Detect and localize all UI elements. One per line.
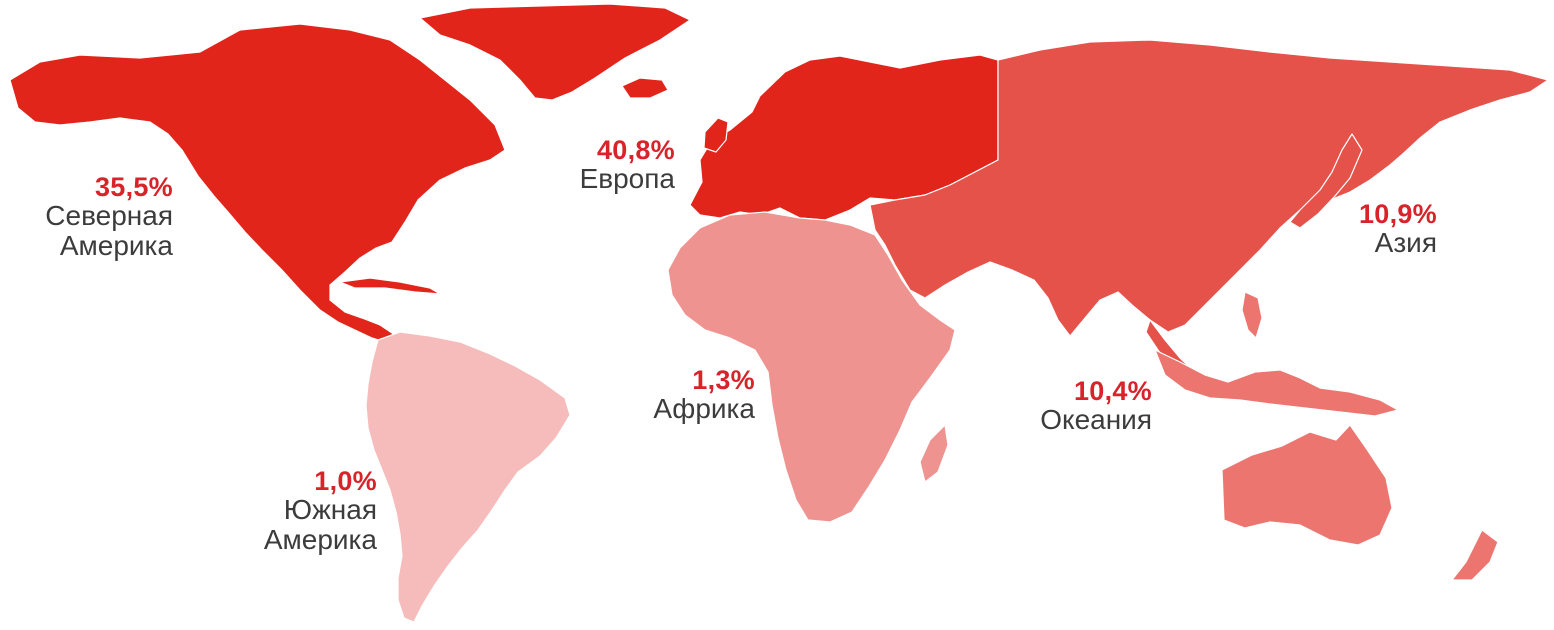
africa-percent: 1,3% xyxy=(692,365,755,395)
uk-shape xyxy=(703,117,729,153)
indonesia-shape xyxy=(1154,349,1399,417)
europe-name: Европа xyxy=(579,163,675,195)
north-america-shape xyxy=(9,23,506,343)
africa-shape xyxy=(667,211,956,523)
africa-name: Африка xyxy=(653,393,755,425)
north-america-percent: 35,5% xyxy=(94,172,173,202)
region-africa xyxy=(667,211,956,523)
label-oceania: 10,4% Океания xyxy=(1040,377,1152,435)
region-europe xyxy=(621,54,999,221)
region-asia xyxy=(869,39,1549,381)
caribbean-shape xyxy=(339,277,441,295)
asia-shape xyxy=(869,39,1549,337)
asia-percent: 10,9% xyxy=(1358,199,1437,229)
label-north-america: 35,5% Северная Америка xyxy=(45,173,173,260)
region-north-america xyxy=(9,3,691,343)
region-south-america xyxy=(365,331,571,623)
australia-shape xyxy=(1221,424,1393,546)
north-america-name: Северная Америка xyxy=(45,200,173,261)
philippines-shape xyxy=(1241,291,1263,339)
madagascar-shape xyxy=(919,424,949,483)
europe-percent: 40,8% xyxy=(596,135,675,165)
south-america-name: Южная Америка xyxy=(263,494,377,555)
label-asia: 10,9% Азия xyxy=(1359,200,1437,258)
region-oceania xyxy=(1154,291,1499,581)
greenland-shape xyxy=(419,3,691,101)
japan-shape xyxy=(1289,133,1363,229)
south-america-percent: 1,0% xyxy=(314,466,377,496)
asia-name: Азия xyxy=(1374,227,1437,259)
oceania-percent: 10,4% xyxy=(1073,376,1152,406)
label-south-america: 1,0% Южная Америка xyxy=(264,467,377,554)
south-america-shape xyxy=(365,331,571,623)
label-europe: 40,8% Европа xyxy=(580,136,675,194)
new-zealand-shape xyxy=(1451,529,1499,581)
label-africa: 1,3% Африка xyxy=(653,366,755,424)
iceland-shape xyxy=(621,77,669,99)
oceania-name: Океания xyxy=(1040,404,1152,436)
